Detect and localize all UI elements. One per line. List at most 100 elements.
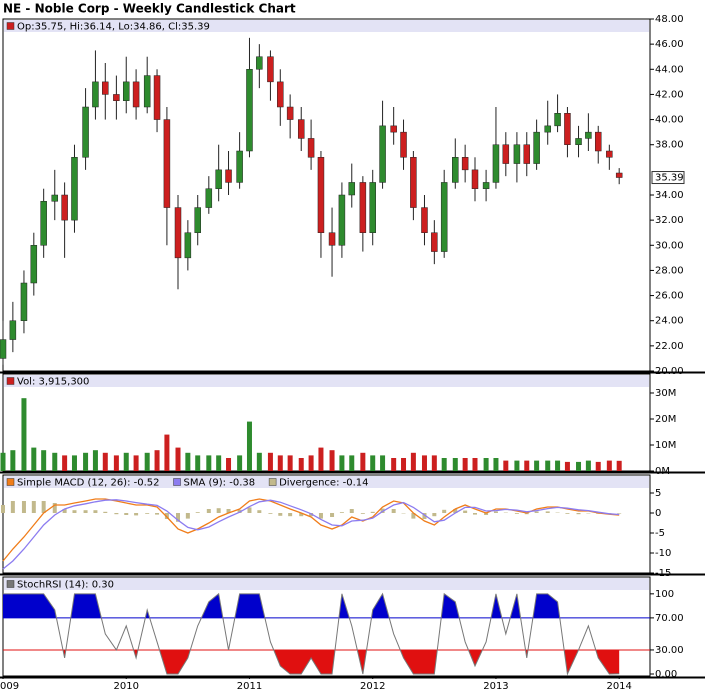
divergence-bar	[514, 513, 519, 514]
divergence-bar	[370, 511, 375, 513]
x-tick-label: 2011	[237, 681, 262, 692]
y-tick-label: 0	[655, 508, 661, 519]
divergence-bar	[216, 508, 221, 513]
divergence-bar	[484, 513, 489, 515]
candle-body	[431, 232, 438, 252]
volume-bar	[441, 457, 447, 471]
volume-bar	[329, 450, 335, 471]
candle-body	[20, 282, 28, 321]
legend-swatch	[6, 478, 15, 486]
volume-bar	[62, 455, 68, 471]
legend-label: StochRSI (14): 0.30	[17, 580, 114, 591]
candle-body	[92, 81, 99, 108]
candle-body	[40, 201, 47, 246]
candle-body	[338, 194, 346, 246]
divergence-bar	[93, 510, 98, 513]
candle-body	[9, 320, 17, 340]
y-tick-label: 70.00	[655, 613, 684, 624]
volume-bar	[524, 460, 530, 471]
volume-bar	[226, 457, 232, 471]
panel-header	[4, 20, 649, 32]
series-line	[2, 499, 620, 570]
legend-swatch	[173, 478, 181, 486]
volume-bar	[576, 461, 582, 471]
volume-bar	[380, 455, 386, 471]
divergence-bar	[185, 513, 190, 519]
candle-body	[122, 81, 130, 101]
volume-bar	[31, 447, 37, 471]
candle-body	[544, 125, 551, 133]
candle-body	[215, 169, 222, 189]
candle-body	[82, 106, 89, 158]
legend-swatch	[6, 580, 15, 588]
candle-body	[421, 207, 428, 233]
candle-body	[246, 69, 253, 152]
divergence-bar	[257, 510, 262, 513]
divergence-bar	[453, 509, 458, 513]
candle-body	[205, 188, 213, 208]
divergence-bar	[21, 501, 26, 513]
volume-bar	[71, 455, 77, 471]
volume-bar	[83, 452, 89, 471]
divergence-bar	[309, 513, 314, 517]
divergence-bar	[10, 501, 15, 513]
candle-body	[328, 232, 336, 246]
volume-bar	[133, 455, 139, 471]
volume-bar	[41, 450, 47, 471]
candle-body	[256, 56, 263, 70]
candle-body	[348, 182, 356, 196]
candle-body	[132, 81, 140, 108]
y-tick-label: 30.00	[655, 240, 684, 251]
volume-bar	[534, 460, 540, 471]
band-area	[62, 649, 620, 674]
panel-header	[4, 578, 649, 590]
panel-frame	[2, 474, 651, 574]
volume-bar	[370, 455, 376, 471]
last-price-label: 35.39	[655, 173, 684, 184]
divergence-bar	[145, 513, 150, 514]
divergence-bar	[278, 513, 283, 516]
volume-bar	[256, 452, 262, 471]
candle-body	[51, 194, 59, 202]
candle-body	[0, 339, 7, 359]
x-tick-label: 2013	[483, 681, 508, 692]
y-tick-label: 38.00	[655, 140, 684, 151]
volume-bar	[267, 452, 273, 471]
y-tick-label: 28.00	[655, 265, 684, 276]
volume-bar	[298, 457, 304, 471]
divergence-bar	[31, 501, 36, 513]
y-tick-label: 32.00	[655, 215, 684, 226]
candle-body	[482, 182, 490, 189]
volume-bar	[308, 455, 314, 471]
volume-bar	[21, 398, 27, 471]
divergence-bar	[299, 513, 304, 517]
divergence-bar	[164, 513, 169, 519]
volume-bar	[52, 452, 58, 471]
y-tick-label: 48.00	[655, 14, 684, 25]
divergence-bar	[349, 509, 354, 513]
candle-body	[410, 157, 417, 208]
candle-body	[30, 245, 38, 284]
x-tick-label: 2014	[606, 681, 631, 692]
candle-body	[502, 144, 510, 164]
divergence-bar	[134, 513, 139, 516]
volume-bar	[123, 452, 129, 471]
volume-bar	[595, 461, 601, 471]
volume-bar	[349, 455, 355, 471]
candle-body	[267, 56, 274, 83]
x-tick-label: 009	[0, 681, 19, 692]
y-tick-label: 44.00	[655, 64, 684, 75]
panel-frame	[2, 18, 651, 372]
volume-bar	[360, 452, 366, 471]
volume-bar	[277, 455, 283, 471]
y-tick-label: 42.00	[655, 89, 684, 100]
volume-bar	[246, 421, 252, 471]
candle-body	[61, 194, 68, 221]
candle-body	[307, 138, 315, 158]
y-tick-label: 5	[655, 488, 661, 499]
volume-bar	[514, 460, 520, 471]
y-tick-label: 30.00	[655, 645, 684, 656]
volume-bar	[483, 457, 489, 471]
volume-bar	[493, 457, 499, 471]
y-tick-label: 46.00	[655, 39, 684, 50]
